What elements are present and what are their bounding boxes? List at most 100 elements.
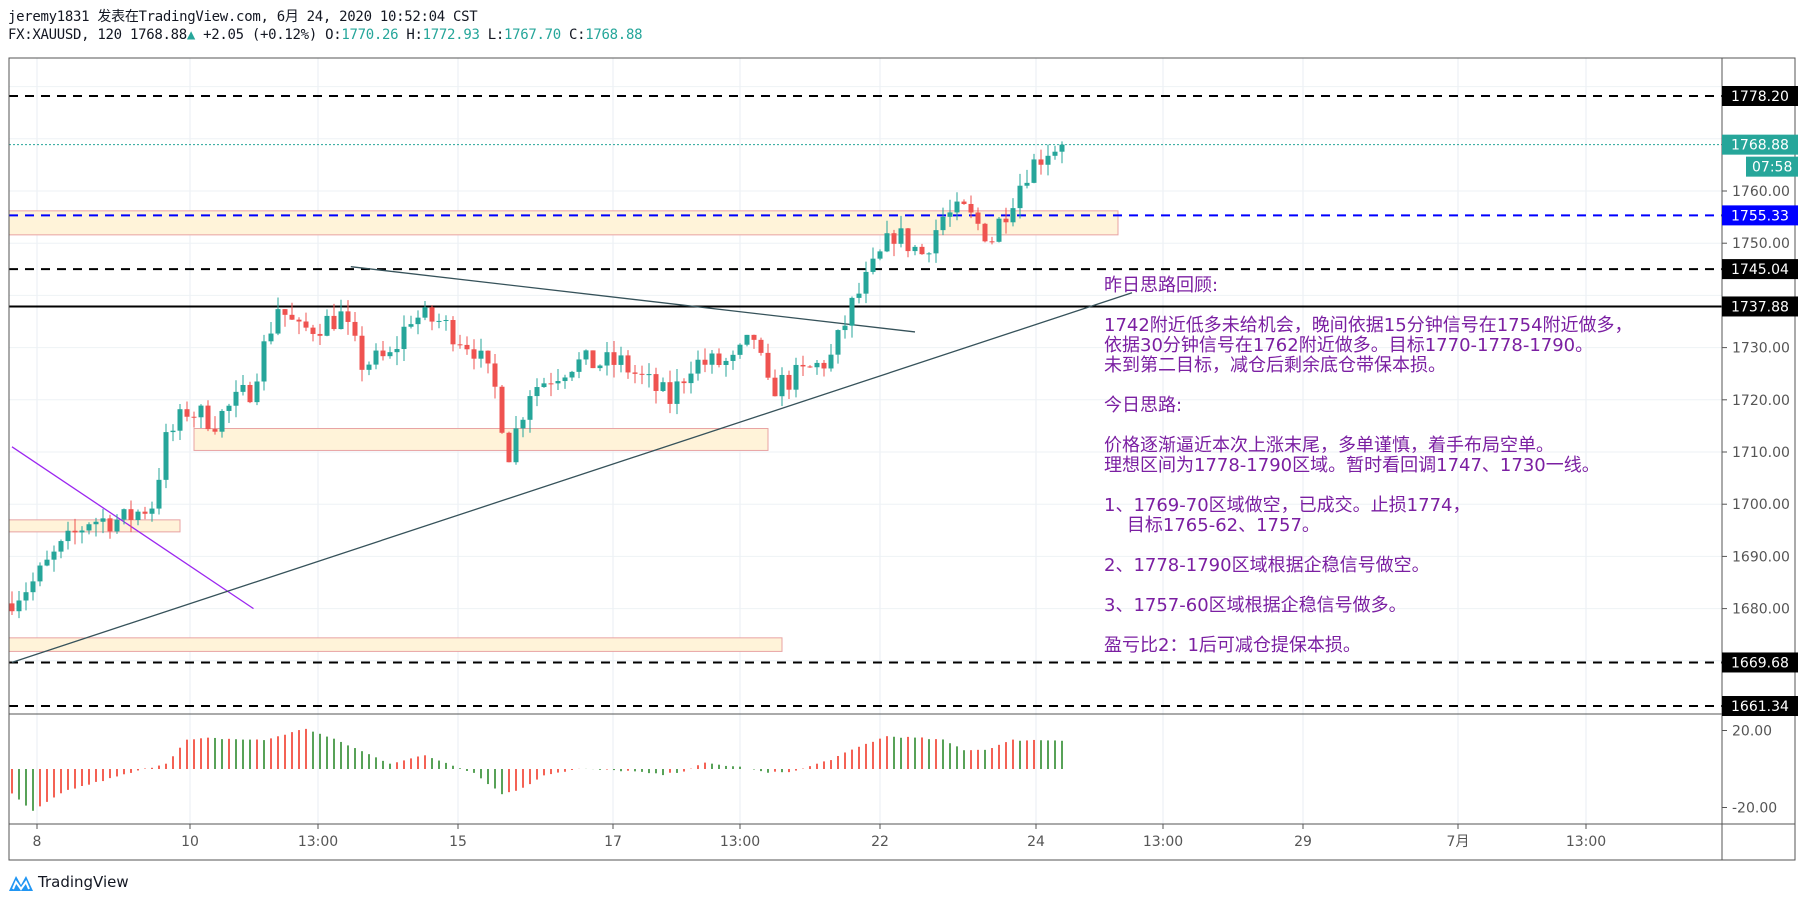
symbol-label[interactable]: FX:XAUUSD, 120 [8,27,122,43]
candle-body [968,203,974,213]
indicator-axis[interactable]: 20.00 -20.00 [1722,724,1777,817]
bar-countdown-text: 07:58 [1752,160,1792,176]
candle-body [58,541,64,552]
trendline[interactable] [11,446,254,610]
candle-body [1052,151,1058,156]
candle-body [212,429,218,432]
low-value: 1767.70 [503,27,561,43]
note-line: 未到第二目标，减仓后剩余底仓带保本损。 [1104,355,1446,376]
tradingview-logo[interactable]: TradingView [8,872,129,892]
price-tick-label: 1720.00 [1732,393,1790,409]
candle-body [303,321,309,328]
candle-body [905,228,911,252]
price-axis[interactable]: 1760.00 1750.00 1730.00 1720.00 1710.00 1700.… [1722,86,1798,717]
candle-body [982,223,988,242]
time-tick-label: 17 [604,834,622,850]
price-label-black[interactable] [1722,296,1798,317]
price-label-text: 1768.88 [1731,138,1789,154]
time-tick-label: 7月 [1447,834,1470,850]
candle-body [359,335,365,370]
price-label-teal[interactable] [1722,134,1798,155]
candle-body [1031,159,1037,183]
candle-body [604,352,610,366]
candle-body [485,350,491,364]
candle-body [240,384,246,392]
price-tick-label: 1700.00 [1732,497,1790,513]
candle-body [653,374,659,391]
tradingview-logo-icon [9,876,33,891]
candle-body [198,405,204,418]
close-label: C: [569,27,586,43]
candle-body [730,354,736,361]
time-axis[interactable]: 8 10 13:00 15 17 13:00 22 24 13:00 29 7月 13:00 [33,824,1607,850]
candle-body [527,396,533,420]
candle-body [387,352,393,357]
candle-body [9,603,15,612]
price-label-black[interactable] [1722,86,1798,106]
candle-body [821,362,827,369]
note-line: 1742附近低多未给机会，晚间依据15分钟信号在1754附近做多， [1104,315,1633,336]
candle-body [478,350,484,359]
price-label-text: 1737.88 [1731,299,1789,315]
candle-body [163,432,169,480]
horizontal-lines[interactable] [9,95,1722,708]
price-label-blue[interactable] [1722,205,1798,226]
candle-body [919,246,925,255]
note-line: 1、1769-70区域做空，已成交。止损1774， [1104,495,1471,516]
price-tick-label: 1680.00 [1732,602,1790,618]
candle-body [492,363,498,387]
time-tick-label: 29 [1294,834,1312,850]
candle-body [380,350,386,357]
trendline[interactable] [350,266,916,333]
price-label-black[interactable] [1722,652,1798,673]
candle-body [737,344,743,355]
price-label-black[interactable] [1722,696,1798,717]
candle-body [394,349,400,353]
candle-body [471,349,477,359]
price-tick-label: 1760.00 [1732,184,1790,200]
candle-body [268,333,274,342]
time-tick-label: 13:00 [1143,834,1183,850]
candle-body [779,374,785,397]
candle-body [464,344,470,350]
candle-body [205,405,211,430]
candle-body [884,233,890,252]
candle-body [933,230,939,254]
high-value: 1772.93 [422,27,480,43]
candle-body [569,371,575,378]
candle-body [562,377,568,382]
candle-body [408,324,414,327]
support-resistance-zone[interactable] [8,519,181,533]
candle-body [93,521,99,525]
candle-body [667,382,673,404]
support-resistance-zone[interactable] [193,428,769,451]
candle-body [695,359,701,374]
candles [9,141,1065,619]
candle-body [751,334,757,340]
indicator-tick-label: -20.00 [1732,801,1777,817]
candle-body [807,366,813,368]
candle-body [44,559,50,566]
candle-body [247,384,253,403]
note-line: 今日思路: [1104,395,1183,416]
candle-body [660,382,666,391]
candle-body [401,326,407,350]
note-line: 目标1765-62、1757。 [1104,515,1320,536]
candle-body [555,381,561,384]
candle-body [324,315,330,336]
candle-body [1024,182,1030,186]
trendlines[interactable] [11,266,1133,663]
support-resistance-zone[interactable] [8,637,783,652]
price-label-black[interactable] [1722,259,1798,280]
candle-body [856,293,862,298]
candle-body [583,350,589,360]
candle-body [79,530,85,533]
price-label-text: 1669.68 [1731,655,1789,671]
trendline[interactable] [11,292,1133,663]
candle-body [772,377,778,397]
high-label: H: [406,27,423,43]
candle-body [114,519,120,532]
candle-body [828,354,834,369]
candle-body [317,333,323,336]
